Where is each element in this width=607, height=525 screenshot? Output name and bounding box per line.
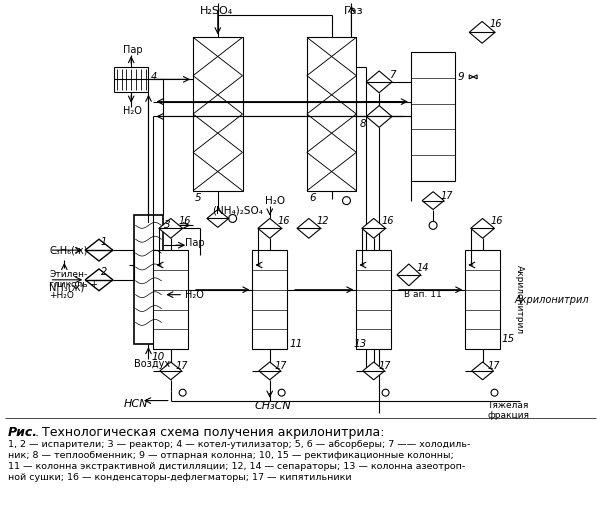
Text: 1, 2 — испарители; 3 — реактор; 4 — котел-утилизатор; 5, 6 — абсорберы; 7 —— хол: 1, 2 — испарители; 3 — реактор; 4 — коте… [8,440,470,449]
Text: C₃H₆(ж): C₃H₆(ж) [50,245,88,255]
Polygon shape [362,218,385,238]
Text: 9: 9 [457,72,464,82]
Polygon shape [259,362,280,380]
Text: NH₃(ж): NH₃(ж) [50,283,85,293]
Text: Этилен-
гликоль +
+H₂O: Этилен- гликоль + +H₂O [50,270,98,300]
Text: 16: 16 [277,216,290,226]
Text: 16: 16 [490,216,503,226]
Polygon shape [258,218,282,238]
Polygon shape [366,71,392,93]
Text: 16: 16 [490,19,503,29]
Text: H₂SO₄: H₂SO₄ [200,6,233,16]
Text: 13: 13 [353,339,367,349]
Text: 8: 8 [359,120,366,130]
Polygon shape [363,362,385,380]
Text: 17: 17 [175,361,188,371]
Text: 16: 16 [178,216,191,226]
Bar [307,37,356,191]
Polygon shape [469,22,495,43]
Text: 14: 14 [417,263,429,273]
Text: 17: 17 [275,361,287,371]
Text: CH₃CN: CH₃CN [255,401,291,411]
Bar [253,250,287,349]
Bar [114,67,149,92]
Text: 2: 2 [101,267,107,277]
Text: 1: 1 [101,237,107,247]
Text: 11: 11 [289,339,302,349]
Text: Акрилонитрил: Акрилонитрил [515,265,524,334]
Circle shape [491,389,498,396]
Bar [411,52,455,181]
Text: 3: 3 [164,220,171,230]
Polygon shape [397,264,421,286]
Polygon shape [422,192,444,209]
Circle shape [382,389,389,396]
Polygon shape [85,269,113,291]
Text: Пар: Пар [123,45,143,55]
Text: 6: 6 [309,193,316,203]
Text: В ап. 11: В ап. 11 [404,290,442,299]
Text: Воздух: Воздух [134,359,170,369]
Text: Тяжелая
фракция: Тяжелая фракция [487,401,529,420]
Text: 4: 4 [151,72,157,82]
Text: H₂O: H₂O [123,106,142,116]
Text: HCN: HCN [123,398,148,408]
Text: 7: 7 [389,70,396,80]
Polygon shape [470,218,495,238]
Text: 15: 15 [502,334,515,344]
Text: Технологическая схема получения акрилонитрила:: Технологическая схема получения акрилони… [41,426,384,439]
Text: Пар: Пар [185,238,205,248]
Text: 11 — колонна экстрактивной дистилляции; 12, 14 — сепараторы; 13 — колонна азеотр: 11 — колонна экстрактивной дистилляции; … [8,462,465,471]
Bar [134,215,163,344]
Text: 5: 5 [195,193,202,203]
Bar [356,250,391,349]
Polygon shape [473,75,477,79]
Text: 17: 17 [487,361,500,371]
Text: (NH₄)₂SO₄: (NH₄)₂SO₄ [212,206,263,216]
Bar [154,250,188,349]
Text: 10: 10 [152,352,164,362]
Polygon shape [159,218,183,238]
Text: Акрилонитрил: Акрилонитрил [515,295,589,304]
Bar [465,250,500,349]
Text: ник; 8 — теплообменник; 9 — отпарная колонна; 10, 15 — ректификационные колонны;: ник; 8 — теплообменник; 9 — отпарная кол… [8,451,453,460]
Text: .: . [35,426,50,439]
Text: 17: 17 [379,361,391,371]
Polygon shape [207,209,229,227]
Text: H₂O: H₂O [265,196,285,206]
Text: Газ: Газ [344,6,363,16]
Polygon shape [160,362,181,380]
Text: Рис.: Рис. [8,426,38,439]
Text: 12: 12 [317,216,329,226]
Polygon shape [297,218,320,238]
Bar [193,37,243,191]
Polygon shape [366,106,392,128]
Circle shape [229,215,237,223]
Text: H₂O: H₂O [185,290,204,300]
Polygon shape [472,362,493,380]
Circle shape [342,197,350,205]
Text: 16: 16 [382,216,394,226]
Polygon shape [85,239,113,261]
Text: ной сушки; 16 — конденсаторы-дефлегматоры; 17 — кипятильники: ной сушки; 16 — конденсаторы-дефлегматор… [8,473,351,482]
Text: 17: 17 [441,191,453,201]
Polygon shape [469,75,473,79]
Circle shape [179,389,186,396]
Circle shape [429,222,437,229]
Circle shape [278,389,285,396]
